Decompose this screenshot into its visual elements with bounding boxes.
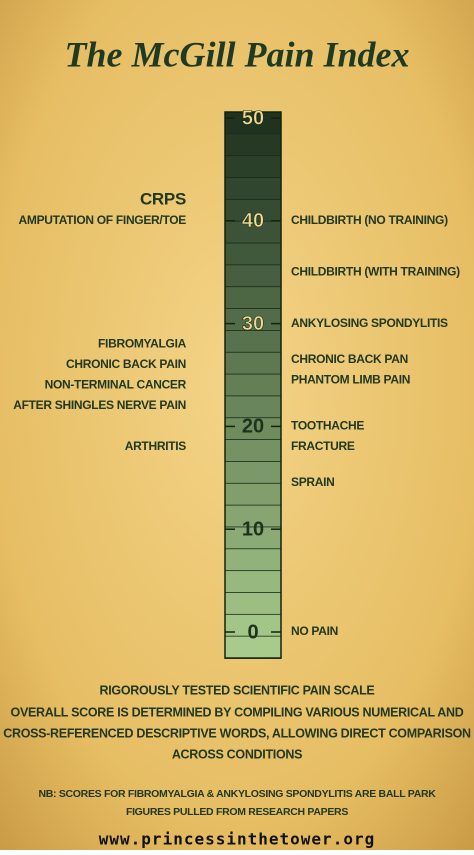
right-label: CHILDBIRTH (WITH TRAINING) — [291, 264, 460, 278]
right-label: PHANTOM LIMB PAIN — [291, 372, 410, 386]
scale-segment — [224, 570, 282, 594]
left-label: CRPS — [140, 190, 186, 209]
scale-segment — [224, 592, 282, 616]
left-label: AMPUTATION OF FINGER/TOE — [19, 213, 187, 227]
right-label: NO PAIN — [291, 624, 338, 638]
scale-segment — [224, 461, 282, 485]
right-label: CHRONIC BACK PAN — [291, 352, 408, 366]
scale-segment — [224, 133, 282, 157]
right-label: FRACTURE — [291, 439, 355, 453]
scale-segment — [224, 264, 282, 288]
right-label: ANKYLOSING SPONDYLITIS — [291, 316, 448, 330]
footer-line: ACROSS CONDITIONS — [172, 747, 302, 761]
scale-segment — [224, 242, 282, 266]
tick-label: 20 — [242, 416, 264, 438]
left-label: NON-TERMINAL CANCER — [45, 377, 187, 391]
footnote: FIGURES PULLED FROM RESEARCH PAPERS — [126, 806, 348, 818]
scale-segment — [224, 373, 282, 397]
tick-label: 10 — [242, 518, 264, 540]
scale-segment — [224, 439, 282, 463]
right-label: SPRAIN — [291, 475, 335, 489]
tick-label: 50 — [242, 107, 264, 129]
footer-line: RIGOROUSLY TESTED SCIENTIFIC PAIN SCALE — [100, 683, 375, 697]
scale-segment — [224, 482, 282, 507]
footnote: NB: SCORES FOR FIBROMYALGIA & ANKYLOSING… — [38, 788, 436, 800]
pain-scale-bar: 0 10 20 30 40 50 — [224, 107, 282, 659]
scale-segment — [224, 177, 282, 201]
right-label: TOOTHACHE — [291, 419, 364, 433]
left-label: FIBROMYALGIA — [98, 336, 187, 350]
tick-label: 40 — [242, 210, 264, 232]
tick-label: 0 — [247, 621, 258, 643]
left-label: ARTHRITIS — [125, 439, 187, 453]
right-label: CHILDBIRTH (NO TRAINING) — [291, 213, 448, 227]
title: The McGill Pain Index — [64, 34, 409, 74]
tick-label: 30 — [242, 313, 264, 335]
footer-line: OVERALL SCORE IS DETERMINED BY COMPILING… — [11, 705, 464, 719]
left-label: CHRONIC BACK PAIN — [66, 357, 186, 371]
footer-line: CROSS-REFERENCED DESCRIPTIVE WORDS, ALLO… — [3, 726, 471, 740]
scale-border — [224, 111, 282, 659]
scale-segment — [224, 548, 282, 572]
scale-segment — [224, 286, 282, 310]
left-label: AFTER SHINGLES NERVE PAIN — [13, 398, 186, 412]
scale-segment — [224, 155, 282, 179]
scale-segment — [224, 351, 282, 375]
website: www.princessinthetower.org — [99, 830, 375, 849]
